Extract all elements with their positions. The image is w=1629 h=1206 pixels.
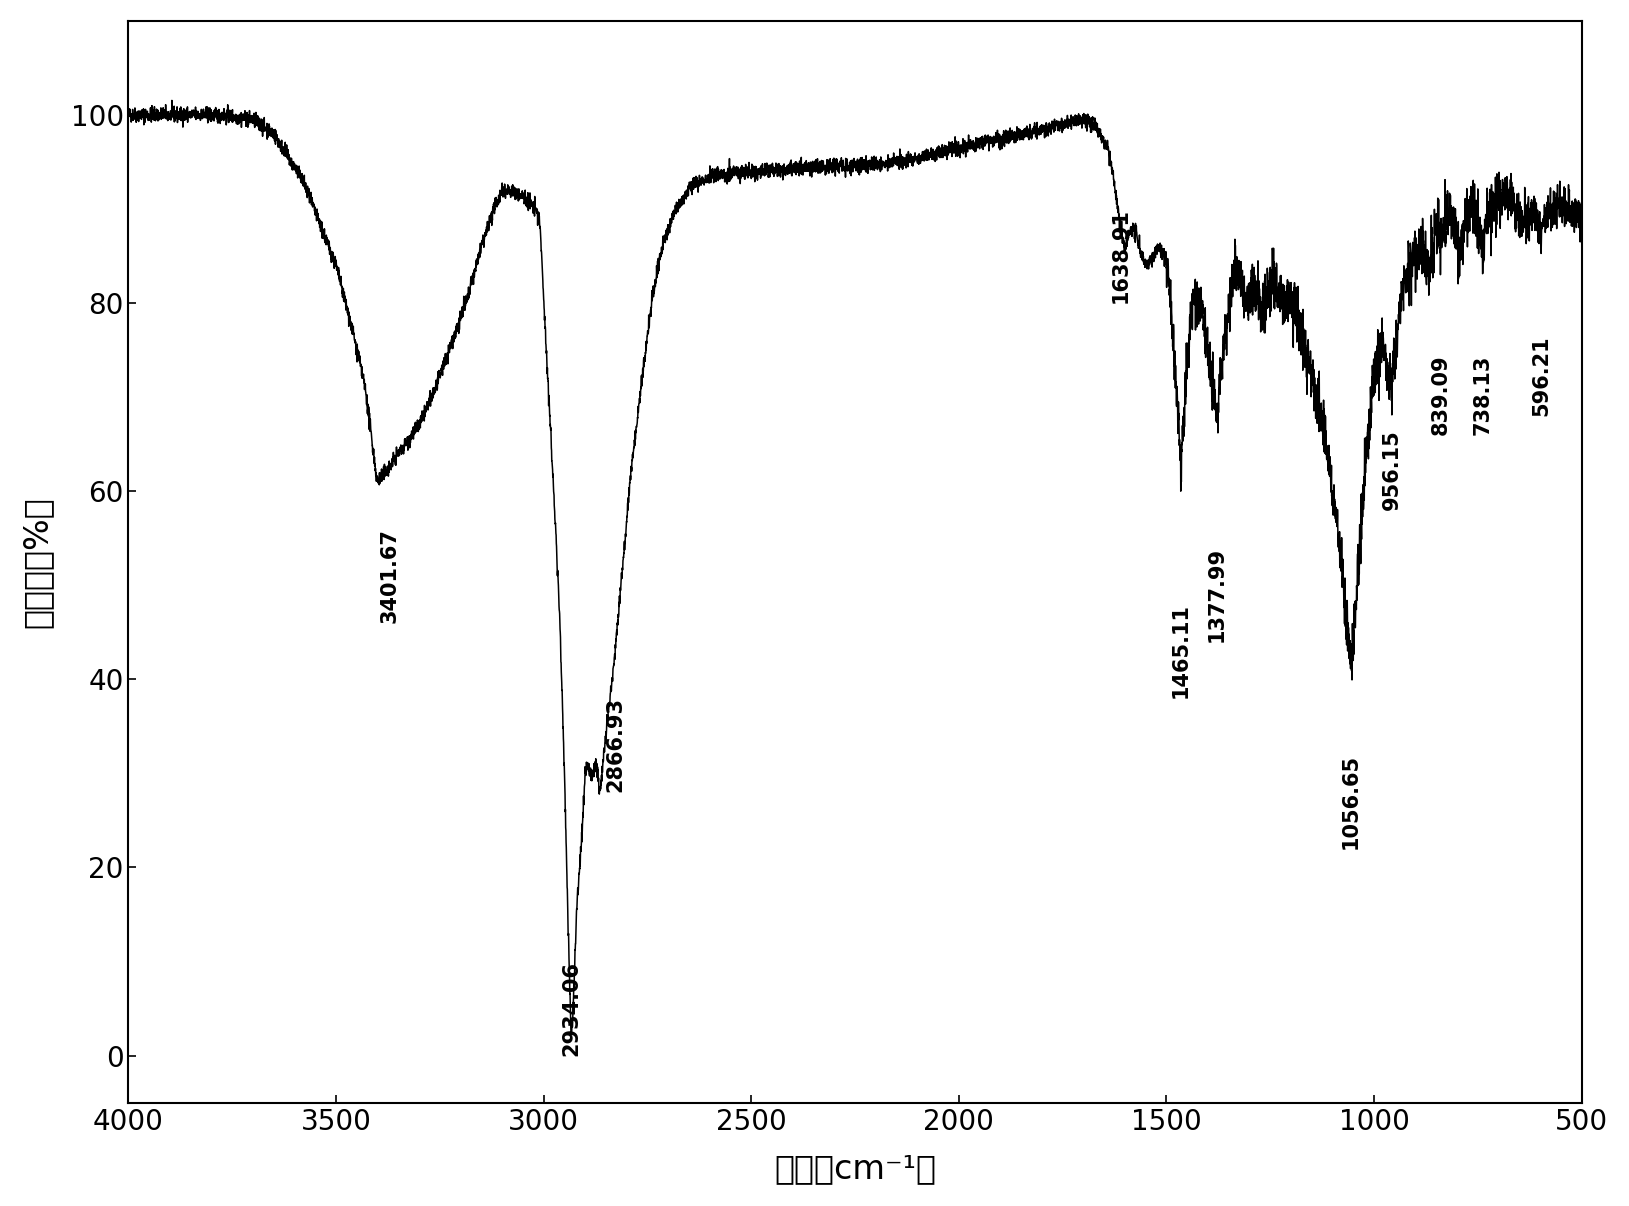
Text: 1638.91: 1638.91: [1111, 209, 1131, 303]
Text: 3401.67: 3401.67: [380, 528, 401, 622]
Text: 839.09: 839.09: [1430, 355, 1451, 434]
Text: 1377.99: 1377.99: [1207, 546, 1227, 642]
Text: 1056.65: 1056.65: [1341, 754, 1360, 849]
Y-axis label: 透过率（%）: 透过率（%）: [21, 496, 54, 627]
Text: 1465.11: 1465.11: [1171, 603, 1191, 698]
Text: 738.13: 738.13: [1473, 355, 1492, 434]
Text: 956.15: 956.15: [1383, 429, 1403, 510]
X-axis label: 波数（cm⁻¹）: 波数（cm⁻¹）: [774, 1152, 937, 1185]
Text: 2866.93: 2866.93: [604, 697, 626, 792]
Text: 2934.06: 2934.06: [560, 961, 582, 1055]
Text: 596.21: 596.21: [1531, 335, 1552, 416]
